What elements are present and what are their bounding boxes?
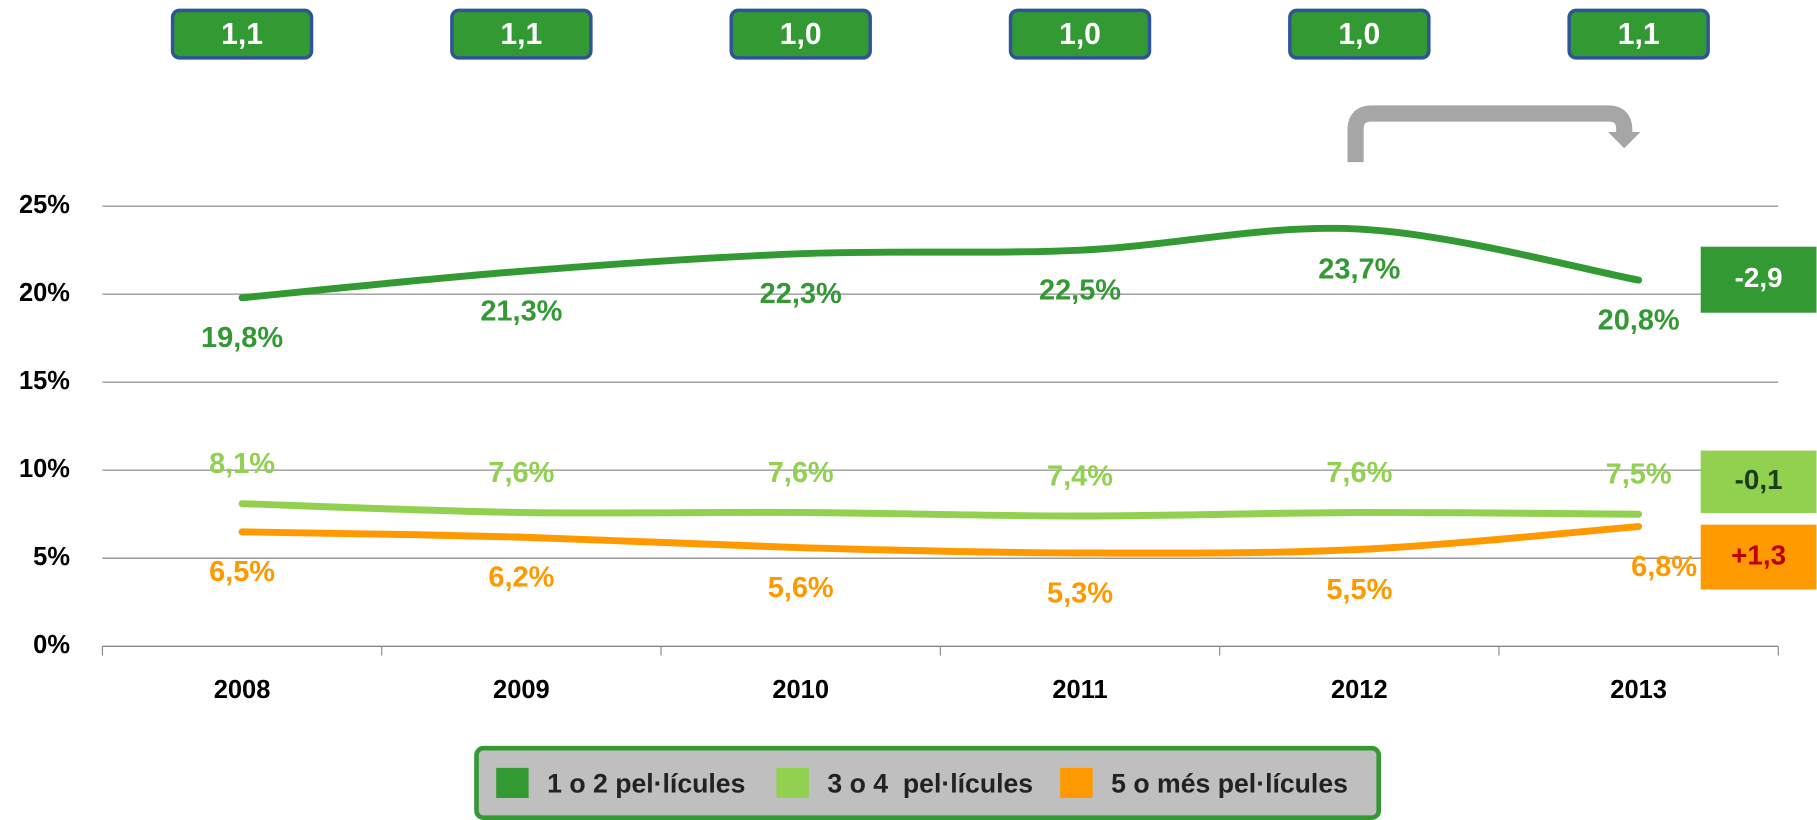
- legend-swatch: [1060, 767, 1093, 798]
- top-box-label: 1,0: [1059, 18, 1101, 51]
- change-box: [1700, 450, 1817, 514]
- series-line: [238, 500, 1643, 520]
- data-label: 7,4%: [1047, 460, 1113, 492]
- change-label: -0,1: [1735, 464, 1783, 495]
- data-label: 5,6%: [768, 572, 834, 604]
- data-label: 7,6%: [488, 457, 554, 489]
- y-tick-label: 5%: [33, 543, 70, 571]
- data-label: 7,6%: [1326, 457, 1392, 489]
- data-label: 19,8%: [201, 322, 283, 354]
- data-label: 8,1%: [209, 448, 275, 480]
- data-label: 22,3%: [760, 278, 842, 310]
- x-tick-label: 2013: [1610, 676, 1667, 704]
- data-label: 7,5%: [1606, 459, 1672, 491]
- top-box: [170, 8, 314, 60]
- data-label: 6,8%: [1631, 551, 1697, 583]
- legend-label: 1 o 2 pel·lícules: [547, 768, 745, 798]
- data-label: 21,3%: [480, 296, 562, 328]
- data-label: 5,5%: [1326, 574, 1392, 606]
- change-box: [1700, 524, 1817, 590]
- legend-label: 3 o 4 pel·lícules: [827, 768, 1033, 798]
- change-box: [1700, 246, 1817, 313]
- y-tick-label: 20%: [19, 279, 70, 307]
- data-label: 6,5%: [209, 556, 275, 588]
- top-box: [729, 8, 872, 60]
- data-label: 22,5%: [1039, 275, 1121, 307]
- data-label: 23,7%: [1318, 253, 1400, 285]
- y-tick-label: 25%: [19, 191, 70, 219]
- top-box-label: 1,1: [500, 18, 542, 51]
- top-box-label: 1,0: [780, 18, 822, 51]
- y-tick-label: 0%: [33, 631, 70, 659]
- x-tick-label: 2012: [1331, 676, 1388, 704]
- legend-box: [474, 745, 1382, 820]
- x-tick-label: 2009: [493, 676, 550, 704]
- arrow-head: [1608, 132, 1641, 149]
- x-tick-label: 2008: [214, 676, 271, 704]
- y-tick-label: 15%: [19, 367, 70, 395]
- change-label: +1,3: [1731, 539, 1786, 570]
- data-label: 20,8%: [1598, 304, 1680, 336]
- top-box-label: 1,1: [221, 18, 263, 51]
- legend-label: 5 o més pel·lícules: [1111, 768, 1348, 798]
- data-label: 6,2%: [488, 561, 554, 593]
- series-line: [238, 224, 1643, 302]
- data-label: 5,3%: [1047, 577, 1113, 609]
- top-box: [450, 8, 593, 60]
- top-box: [1008, 8, 1152, 60]
- arrow: [1347, 105, 1633, 163]
- legend-swatch: [496, 767, 529, 798]
- series-line: [238, 523, 1643, 557]
- x-tick-label: 2010: [772, 676, 829, 704]
- data-label: 7,6%: [768, 457, 834, 489]
- top-box-label: 1,0: [1338, 18, 1380, 51]
- legend-swatch: [776, 767, 809, 798]
- x-tick-label: 2011: [1052, 676, 1107, 704]
- top-box-label: 1,1: [1618, 18, 1660, 51]
- change-label: -2,9: [1735, 262, 1783, 293]
- top-box: [1288, 8, 1431, 60]
- y-tick-label: 10%: [19, 455, 70, 483]
- top-box: [1567, 8, 1710, 60]
